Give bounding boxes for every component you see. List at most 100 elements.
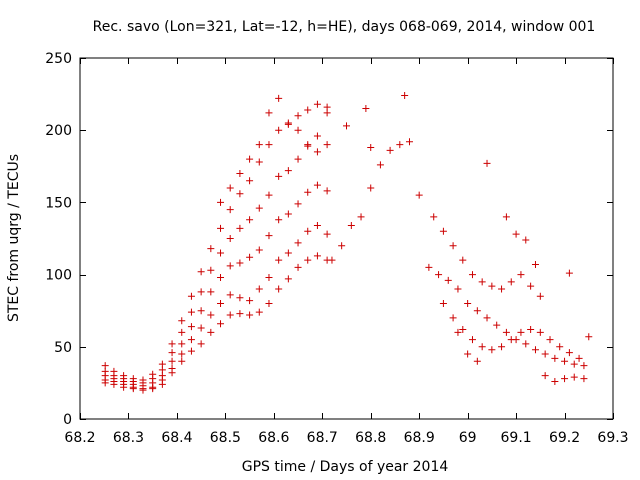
data-point [275,172,283,180]
data-point [207,245,215,253]
y-axis-label: STEC from uqrg / TECUs [6,154,22,322]
data-point [255,158,263,166]
data-point [561,357,569,365]
data-point [275,126,283,134]
data-point [187,323,195,331]
data-point [158,360,166,368]
data-point [362,105,370,113]
data-points [101,92,593,394]
data-point [197,324,205,332]
data-point [556,343,564,351]
data-point [473,307,481,315]
data-point [217,320,225,328]
data-point [304,188,312,196]
x-tick-label: 69 [459,430,477,446]
data-point [236,170,244,178]
data-point [347,222,355,230]
data-point [255,246,263,254]
data-point [459,325,467,333]
data-point [187,292,195,300]
x-tick-label: 69.2 [549,430,580,446]
data-point [565,269,573,277]
data-point [313,222,321,230]
data-point [178,328,186,336]
data-point [255,285,263,293]
data-point [507,336,515,344]
data-point [323,141,331,149]
data-point [149,370,157,378]
data-point [236,190,244,198]
x-tick-label: 68.7 [307,430,338,446]
data-point [101,362,109,370]
data-point [401,92,409,100]
data-point [129,375,137,383]
data-point [498,343,506,351]
data-point [246,216,254,224]
data-point [522,236,530,244]
data-point [468,336,476,344]
data-point [507,278,515,286]
data-point [178,340,186,348]
data-point [187,308,195,316]
data-point [304,106,312,114]
y-tick-label: 250 [45,51,72,67]
data-point [367,144,375,152]
data-point [178,317,186,325]
data-point [527,325,535,333]
data-point [294,155,302,163]
data-point [236,294,244,302]
x-tick-label: 68.6 [258,430,289,446]
data-point [236,259,244,267]
y-axis: 0 50 100 150 200 250 [45,51,613,428]
data-point [546,336,554,344]
plot-border [79,57,614,420]
data-point [217,273,225,281]
data-point [313,148,321,156]
data-point [585,333,593,341]
data-point [580,375,588,383]
data-point [226,291,234,299]
data-point [580,362,588,370]
data-point [478,278,486,286]
data-point [168,364,176,372]
data-point [246,177,254,185]
data-point [439,299,447,307]
data-point [561,375,569,383]
data-point [541,372,549,380]
data-point [168,357,176,365]
data-point [376,161,384,169]
data-point [168,349,176,357]
data-point [294,239,302,247]
data-point [178,350,186,358]
data-point [464,350,472,358]
data-point [536,328,544,336]
data-point [498,285,506,293]
data-point [527,282,535,290]
data-point [405,138,413,146]
data-point [294,200,302,208]
x-tick-label: 69.1 [501,430,532,446]
data-point [246,155,254,163]
data-point [284,119,292,127]
data-point [313,181,321,189]
data-point [294,126,302,134]
x-tick-label: 68.3 [113,430,144,446]
data-point [168,340,176,348]
data-point [313,100,321,108]
data-point [449,314,457,322]
y-tick-label: 200 [45,123,72,139]
data-point [304,227,312,235]
data-point [226,262,234,270]
data-point [265,191,273,199]
data-point [255,141,263,149]
data-point [488,282,496,290]
data-point [517,328,525,336]
data-point [304,256,312,264]
data-point [265,109,273,117]
data-point [226,311,234,319]
data-point [565,349,573,357]
data-point [435,271,443,279]
data-point [246,253,254,261]
plot-frame [79,57,614,420]
